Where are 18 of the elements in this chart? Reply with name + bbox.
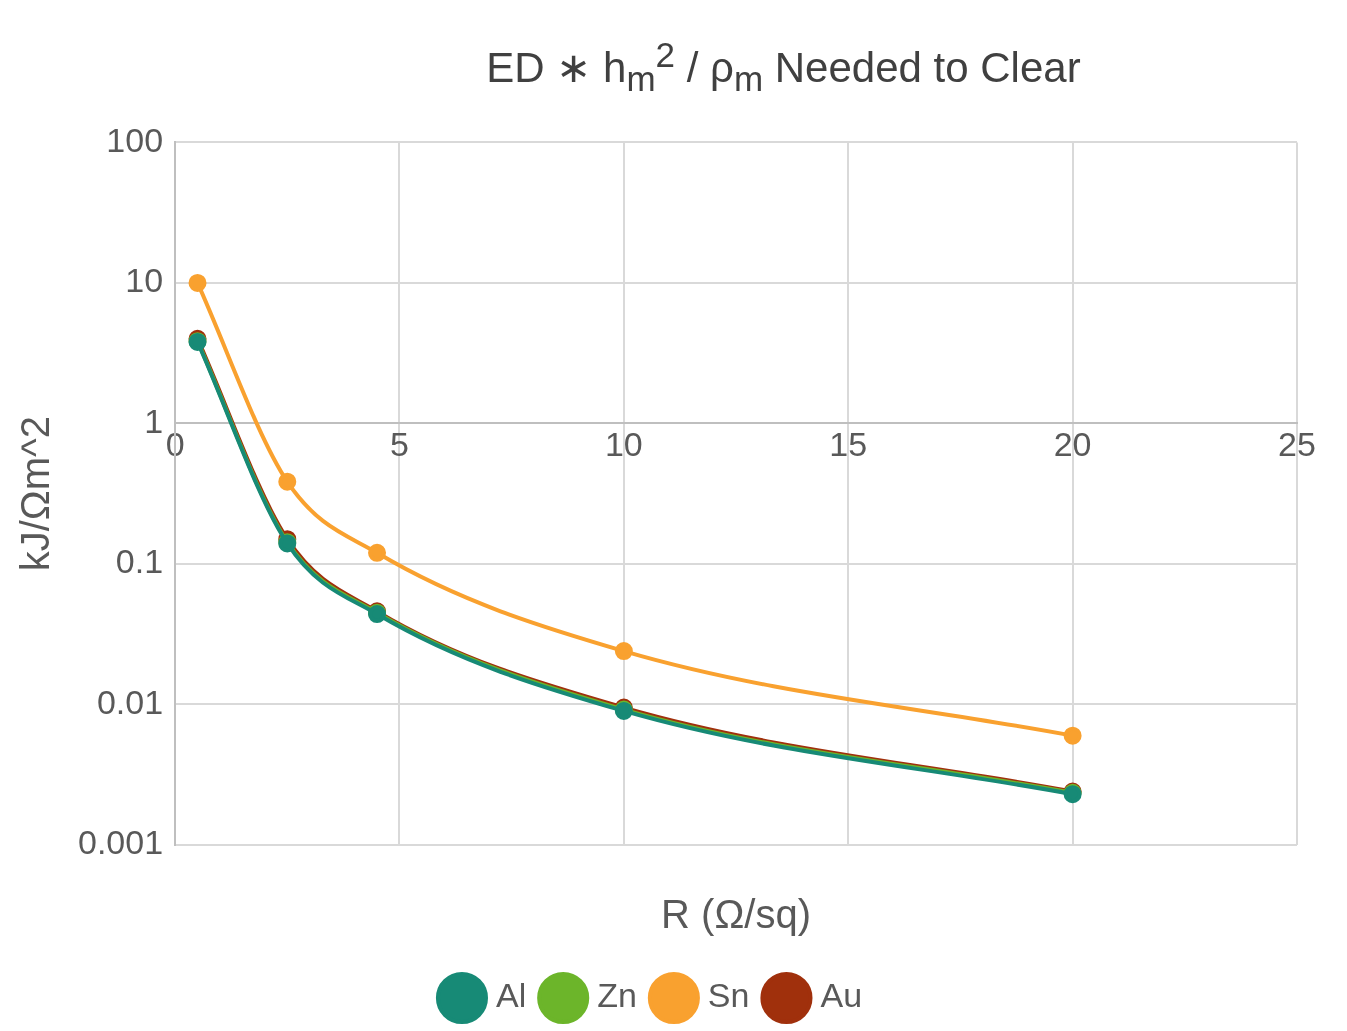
y-tick-label: 0.1 [115,542,164,581]
y-tick-label: 0.001 [77,823,164,862]
x-tick-label: 5 [390,425,409,464]
x-tick-label: 15 [829,425,868,464]
legend-label: Sn [707,976,750,1015]
y-tick-label: 0.01 [96,682,164,721]
x-tick-label: 20 [1053,425,1092,464]
legend-label: Zn [597,976,637,1015]
y-tick-label: 100 [106,120,164,159]
x-axis-title: R (Ω/sq) [661,892,811,937]
y-tick-label: 10 [125,261,164,300]
x-tick-label: 10 [604,425,643,464]
legend-label: Au [820,976,863,1015]
y-tick-label: 1 [144,401,164,440]
x-tick-label: 25 [1278,425,1316,464]
legend-label: Al [495,976,527,1015]
y-axis-title: kJ/Ωm^2 [13,416,58,572]
chart-title: ED ∗ h$_{m}$$^{2}$ / ρ$_{m}$ Needed to Clear [485,34,1082,101]
